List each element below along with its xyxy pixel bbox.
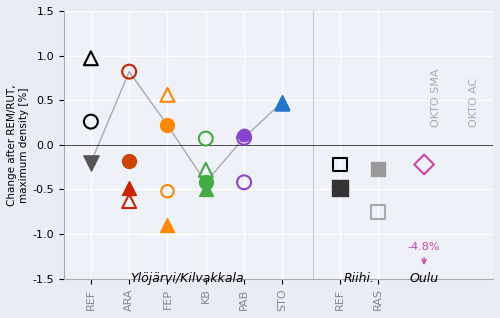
Point [278,100,286,105]
Point [164,223,172,228]
Point [125,185,133,190]
Point [240,133,248,138]
Point [87,56,95,61]
Text: -4.8%: -4.8% [408,242,440,264]
Point [202,187,210,192]
Text: Oulu: Oulu [410,272,438,285]
Y-axis label: Change after REM/RUT,
maximum density [%]: Change after REM/RUT, maximum density [%… [7,84,28,206]
Point [336,185,344,190]
Text: OKTO AC: OKTO AC [469,78,479,127]
Point [240,180,248,185]
Point [374,166,382,171]
Text: OKTO SMA: OKTO SMA [430,68,440,127]
Point [164,123,172,128]
Point [125,158,133,163]
Point [164,92,172,97]
Point [164,189,172,194]
Text: Riihi.: Riihi. [344,272,374,285]
Point [125,198,133,204]
Point [240,135,248,140]
Point [125,69,133,74]
Point [202,180,210,185]
Point [336,162,344,167]
Text: Ylöjärvi/Kilvakkala: Ylöjärvi/Kilvakkala [130,272,244,285]
Point [87,119,95,124]
Point [87,160,95,165]
Point [202,167,210,172]
Point [278,101,286,106]
Point [202,136,210,141]
Point [374,209,382,214]
Point [420,162,428,167]
